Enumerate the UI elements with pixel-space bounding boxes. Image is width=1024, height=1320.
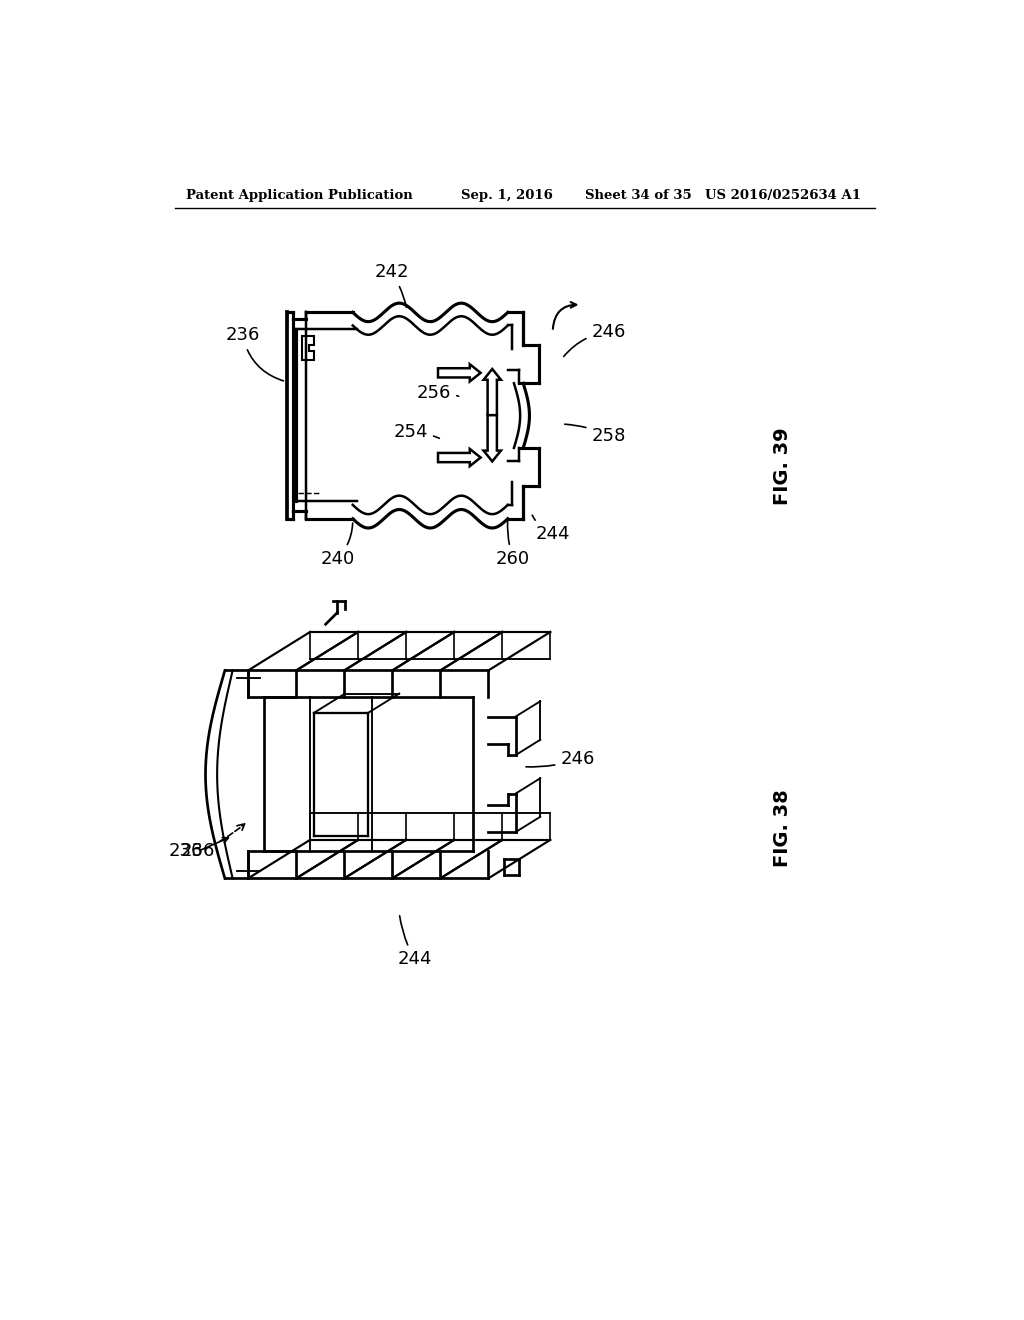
- Text: 244: 244: [532, 515, 570, 543]
- FancyArrow shape: [438, 364, 480, 381]
- Text: 242: 242: [374, 264, 409, 308]
- Text: 236: 236: [180, 824, 245, 861]
- Text: FIG. 39: FIG. 39: [773, 428, 793, 506]
- Text: Patent Application Publication: Patent Application Publication: [186, 189, 413, 202]
- Text: 244: 244: [397, 916, 432, 968]
- Text: 240: 240: [321, 523, 354, 568]
- FancyArrow shape: [483, 416, 501, 462]
- FancyArrow shape: [483, 370, 501, 416]
- Text: 258: 258: [565, 424, 626, 445]
- Text: 246: 246: [564, 322, 626, 356]
- Text: FIG. 38: FIG. 38: [773, 789, 793, 867]
- Text: 236: 236: [169, 842, 204, 861]
- Text: Sep. 1, 2016: Sep. 1, 2016: [461, 189, 553, 202]
- Text: 256: 256: [417, 384, 459, 403]
- Text: Sheet 34 of 35: Sheet 34 of 35: [586, 189, 692, 202]
- Text: 246: 246: [526, 750, 595, 768]
- Text: 254: 254: [393, 422, 439, 441]
- Text: US 2016/0252634 A1: US 2016/0252634 A1: [706, 189, 861, 202]
- Text: 260: 260: [496, 521, 530, 568]
- FancyArrow shape: [438, 449, 480, 466]
- Text: 236: 236: [225, 326, 284, 381]
